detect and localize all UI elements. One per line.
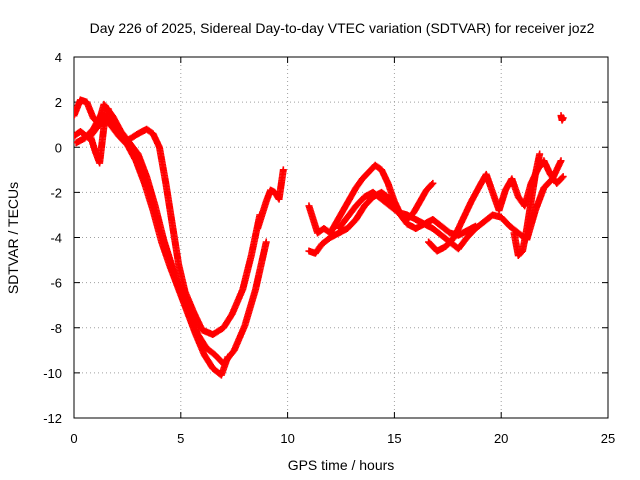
- x-tick-label: 20: [494, 431, 508, 446]
- series-track-10: [510, 150, 544, 260]
- data-point: [224, 353, 232, 361]
- x-tick-label: 25: [601, 431, 615, 446]
- x-tick-label: 0: [70, 431, 77, 446]
- series-track-4: [87, 105, 116, 167]
- chart-title: Day 226 of 2025, Sidereal Day-to-day VTE…: [90, 20, 595, 36]
- data-point: [74, 112, 78, 120]
- y-tick-label: -2: [50, 185, 62, 200]
- data-point: [559, 173, 567, 181]
- data-point: [536, 150, 544, 158]
- x-axis-label: GPS time / hours: [288, 457, 395, 473]
- data-point: [557, 157, 565, 165]
- y-tick-label: -10: [43, 366, 62, 381]
- data-point: [428, 180, 436, 188]
- series-track-9: [425, 157, 567, 255]
- y-tick-labels: -12 -10 -8 -6 -4 -2 0 2 4: [43, 50, 62, 426]
- data-point: [559, 114, 567, 122]
- data-point: [429, 179, 437, 187]
- y-axis-label: SDTVAR / TECUs: [5, 182, 21, 294]
- data-point: [558, 174, 566, 182]
- series-track-3: [74, 109, 232, 379]
- y-tick-label: 4: [55, 50, 62, 65]
- data-point: [279, 166, 287, 174]
- series-track-5: [254, 166, 287, 232]
- data-points: [74, 96, 567, 379]
- y-tick-label: -12: [43, 411, 62, 426]
- y-tick-label: -8: [50, 321, 62, 336]
- x-tick-labels: 0 5 10 15 20 25: [70, 431, 615, 446]
- data-point: [262, 238, 270, 246]
- y-tick-label: 2: [55, 95, 62, 110]
- y-tick-label: 0: [55, 140, 62, 155]
- y-tick-label: -4: [50, 231, 62, 246]
- series-track-11: [557, 112, 567, 124]
- data-point: [108, 118, 116, 126]
- x-tick-label: 5: [177, 431, 184, 446]
- x-tick-label: 15: [387, 431, 401, 446]
- x-tick-label: 10: [280, 431, 294, 446]
- plot-area-frame: [73, 56, 609, 419]
- y-tick-label: -6: [50, 276, 62, 291]
